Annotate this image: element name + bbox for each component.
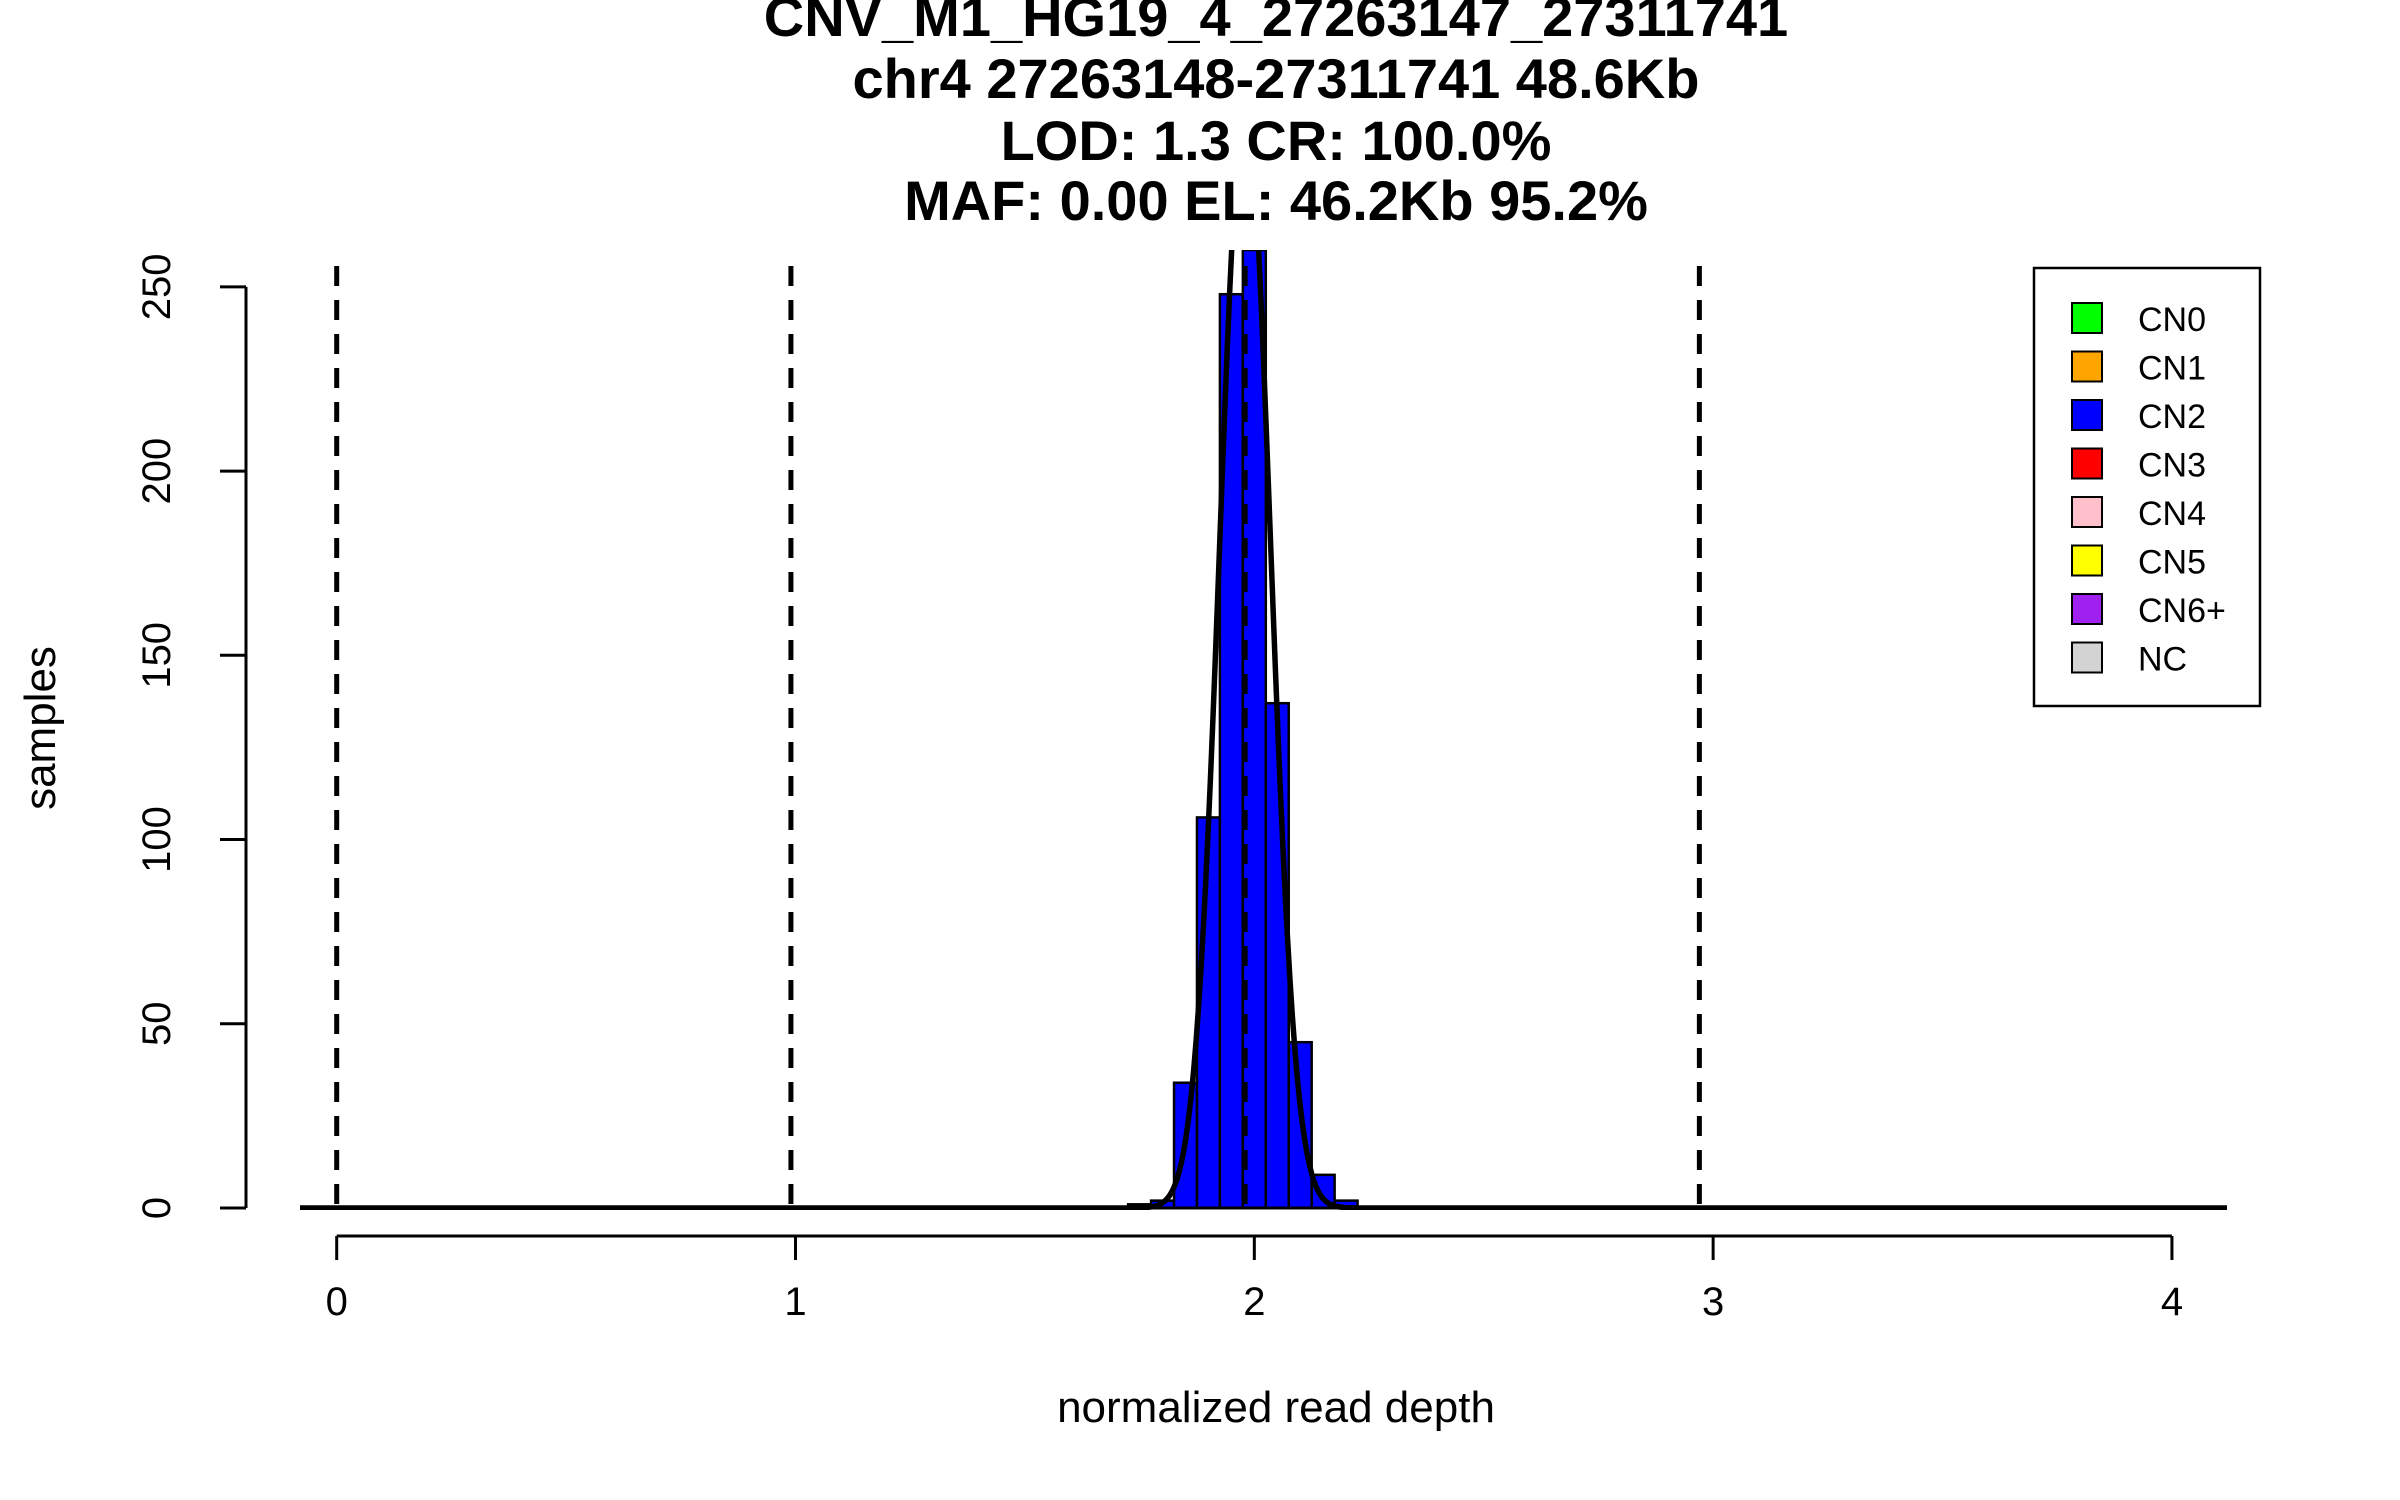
histogram-bars xyxy=(301,250,1834,1210)
x-tick-label-3: 3 xyxy=(1702,1280,1724,1324)
title-line-4: MAF: 0.00 EL: 46.2Kb 95.2% xyxy=(904,169,1648,232)
reference-lines xyxy=(334,266,1702,1208)
legend-label-cn4: CN4 xyxy=(2138,495,2206,533)
legend-label-cn0: CN0 xyxy=(2138,301,2206,339)
y-tick-label-50: 50 xyxy=(135,1002,179,1047)
legend: CN0 CN1 CN2 CN3 CN4 CN5 CN6+ NC xyxy=(2032,266,2262,708)
legend-label-cn3: CN3 xyxy=(2138,447,2206,485)
x-tick-label-2: 2 xyxy=(1243,1280,1265,1324)
legend-box xyxy=(2032,266,2262,708)
legend-label-nc: NC xyxy=(2138,641,2187,679)
title-line-2: chr4 27263148-27311741 48.6Kb xyxy=(853,47,1700,110)
legend-swatch-cn5 xyxy=(2071,544,2103,577)
legend-swatch-cn1 xyxy=(2071,350,2103,383)
x-tick-label-4: 4 xyxy=(2161,1280,2183,1324)
legend-swatch-cn6plus xyxy=(2071,593,2103,625)
x-tick-label-0: 0 xyxy=(326,1280,348,1324)
legend-label-cn6plus: CN6+ xyxy=(2138,592,2226,630)
title-line-3: LOD: 1.3 CR: 100.0% xyxy=(1001,109,1552,172)
y-axis-label: samples xyxy=(16,646,65,810)
legend-swatch-cn4 xyxy=(2071,496,2103,528)
y-tick-label-200: 200 xyxy=(135,438,179,505)
y-tick-label-150: 150 xyxy=(135,622,179,689)
x-axis-label: normalized read depth xyxy=(1057,1383,1495,1432)
y-tick-label-0: 0 xyxy=(135,1197,179,1219)
legend-label-cn2: CN2 xyxy=(2138,398,2206,436)
legend-label-cn1: CN1 xyxy=(2138,350,2206,388)
x-tick-label-1: 1 xyxy=(784,1280,806,1324)
y-tick-label-250: 250 xyxy=(135,253,179,320)
axes: 0 1 2 3 4 0 50 100 150 200 250 xyxy=(135,253,2227,1324)
legend-swatch-nc xyxy=(2071,641,2103,674)
legend-label-cn5: CN5 xyxy=(2138,544,2206,582)
legend-swatch-cn3 xyxy=(2071,447,2103,480)
y-tick-label-100: 100 xyxy=(135,806,179,873)
legend-swatch-cn0 xyxy=(2071,302,2103,334)
legend-swatch-cn2 xyxy=(2071,399,2103,431)
title-line-1: CNV_M1_HG19_4_27263147_27311741 xyxy=(764,0,1788,48)
